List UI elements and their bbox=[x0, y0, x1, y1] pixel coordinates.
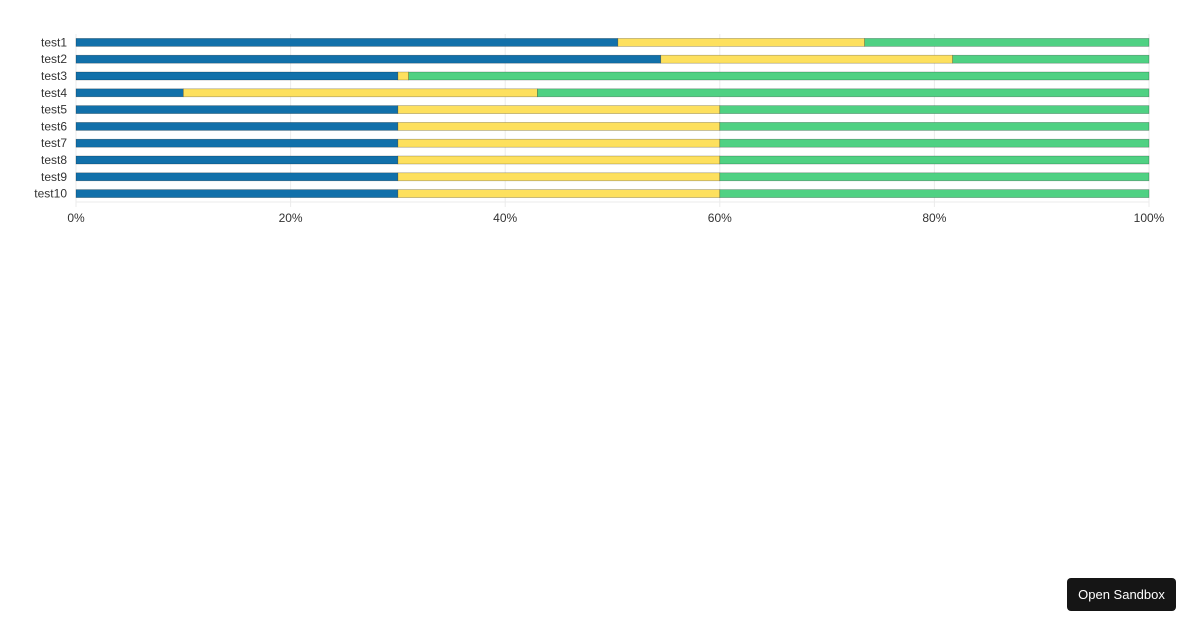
x-tick-label: 40% bbox=[493, 211, 517, 225]
y-category-label: test6 bbox=[41, 119, 67, 133]
x-tick-label: 60% bbox=[708, 211, 732, 225]
stacked-bar-chart: 0% 20% 40% 60% 80% 100% test1 test2 test3 test4 te… bbox=[0, 0, 1200, 240]
y-category-label: test1 bbox=[41, 35, 67, 49]
x-tick-label: 80% bbox=[922, 211, 946, 225]
bar-segment bbox=[75, 71, 399, 81]
bar-segment bbox=[397, 71, 409, 81]
bar-segment bbox=[952, 54, 1150, 64]
x-tick-label: 20% bbox=[279, 211, 303, 225]
bar-segment bbox=[719, 155, 1150, 165]
y-category-label: test10 bbox=[34, 187, 67, 201]
bar-segment bbox=[397, 172, 721, 182]
y-category-label: test3 bbox=[41, 69, 67, 83]
y-category-label: test2 bbox=[41, 52, 67, 66]
bar-segment bbox=[75, 54, 662, 64]
bar-segment bbox=[537, 88, 1150, 98]
chart-canvas: 0% 20% 40% 60% 80% 100% test1 test2 test3 test4 te… bbox=[34, 34, 1165, 225]
bar-segment bbox=[660, 54, 953, 64]
bar-segment bbox=[397, 189, 721, 198]
y-category-label: test8 bbox=[41, 153, 67, 167]
bar-segment bbox=[75, 88, 184, 98]
x-tick-label: 0% bbox=[67, 211, 85, 225]
bar-segment bbox=[397, 155, 721, 165]
bar-segment bbox=[719, 189, 1150, 198]
bar-segment bbox=[75, 105, 399, 114]
axes: 0% 20% 40% 60% 80% 100% test1 test2 test3 test4 te… bbox=[34, 35, 1164, 225]
bar-segment bbox=[864, 38, 1150, 47]
bar-segment bbox=[183, 88, 538, 98]
bar-segment bbox=[75, 172, 399, 182]
bar-segment bbox=[617, 38, 865, 47]
bar-segment bbox=[397, 105, 721, 114]
bar-segment bbox=[719, 122, 1150, 131]
bar-segment bbox=[75, 122, 399, 131]
bar-segment bbox=[75, 138, 399, 148]
y-category-label: test4 bbox=[41, 86, 67, 100]
open-sandbox-button[interactable]: Open Sandbox bbox=[1067, 578, 1176, 611]
bar-segment bbox=[75, 189, 399, 198]
y-category-label: test5 bbox=[41, 103, 67, 117]
y-category-label: test7 bbox=[41, 136, 67, 150]
bar-segment bbox=[408, 71, 1150, 81]
bar-segment bbox=[397, 138, 721, 148]
bars bbox=[75, 38, 1150, 198]
x-tick-label: 100% bbox=[1134, 211, 1165, 225]
bar-segment bbox=[719, 138, 1150, 148]
bar-segment bbox=[397, 122, 721, 131]
bar-segment bbox=[719, 172, 1150, 182]
bar-segment bbox=[719, 105, 1150, 114]
bar-segment bbox=[75, 38, 619, 47]
bar-segment bbox=[75, 155, 399, 165]
y-category-label: test9 bbox=[41, 170, 67, 184]
